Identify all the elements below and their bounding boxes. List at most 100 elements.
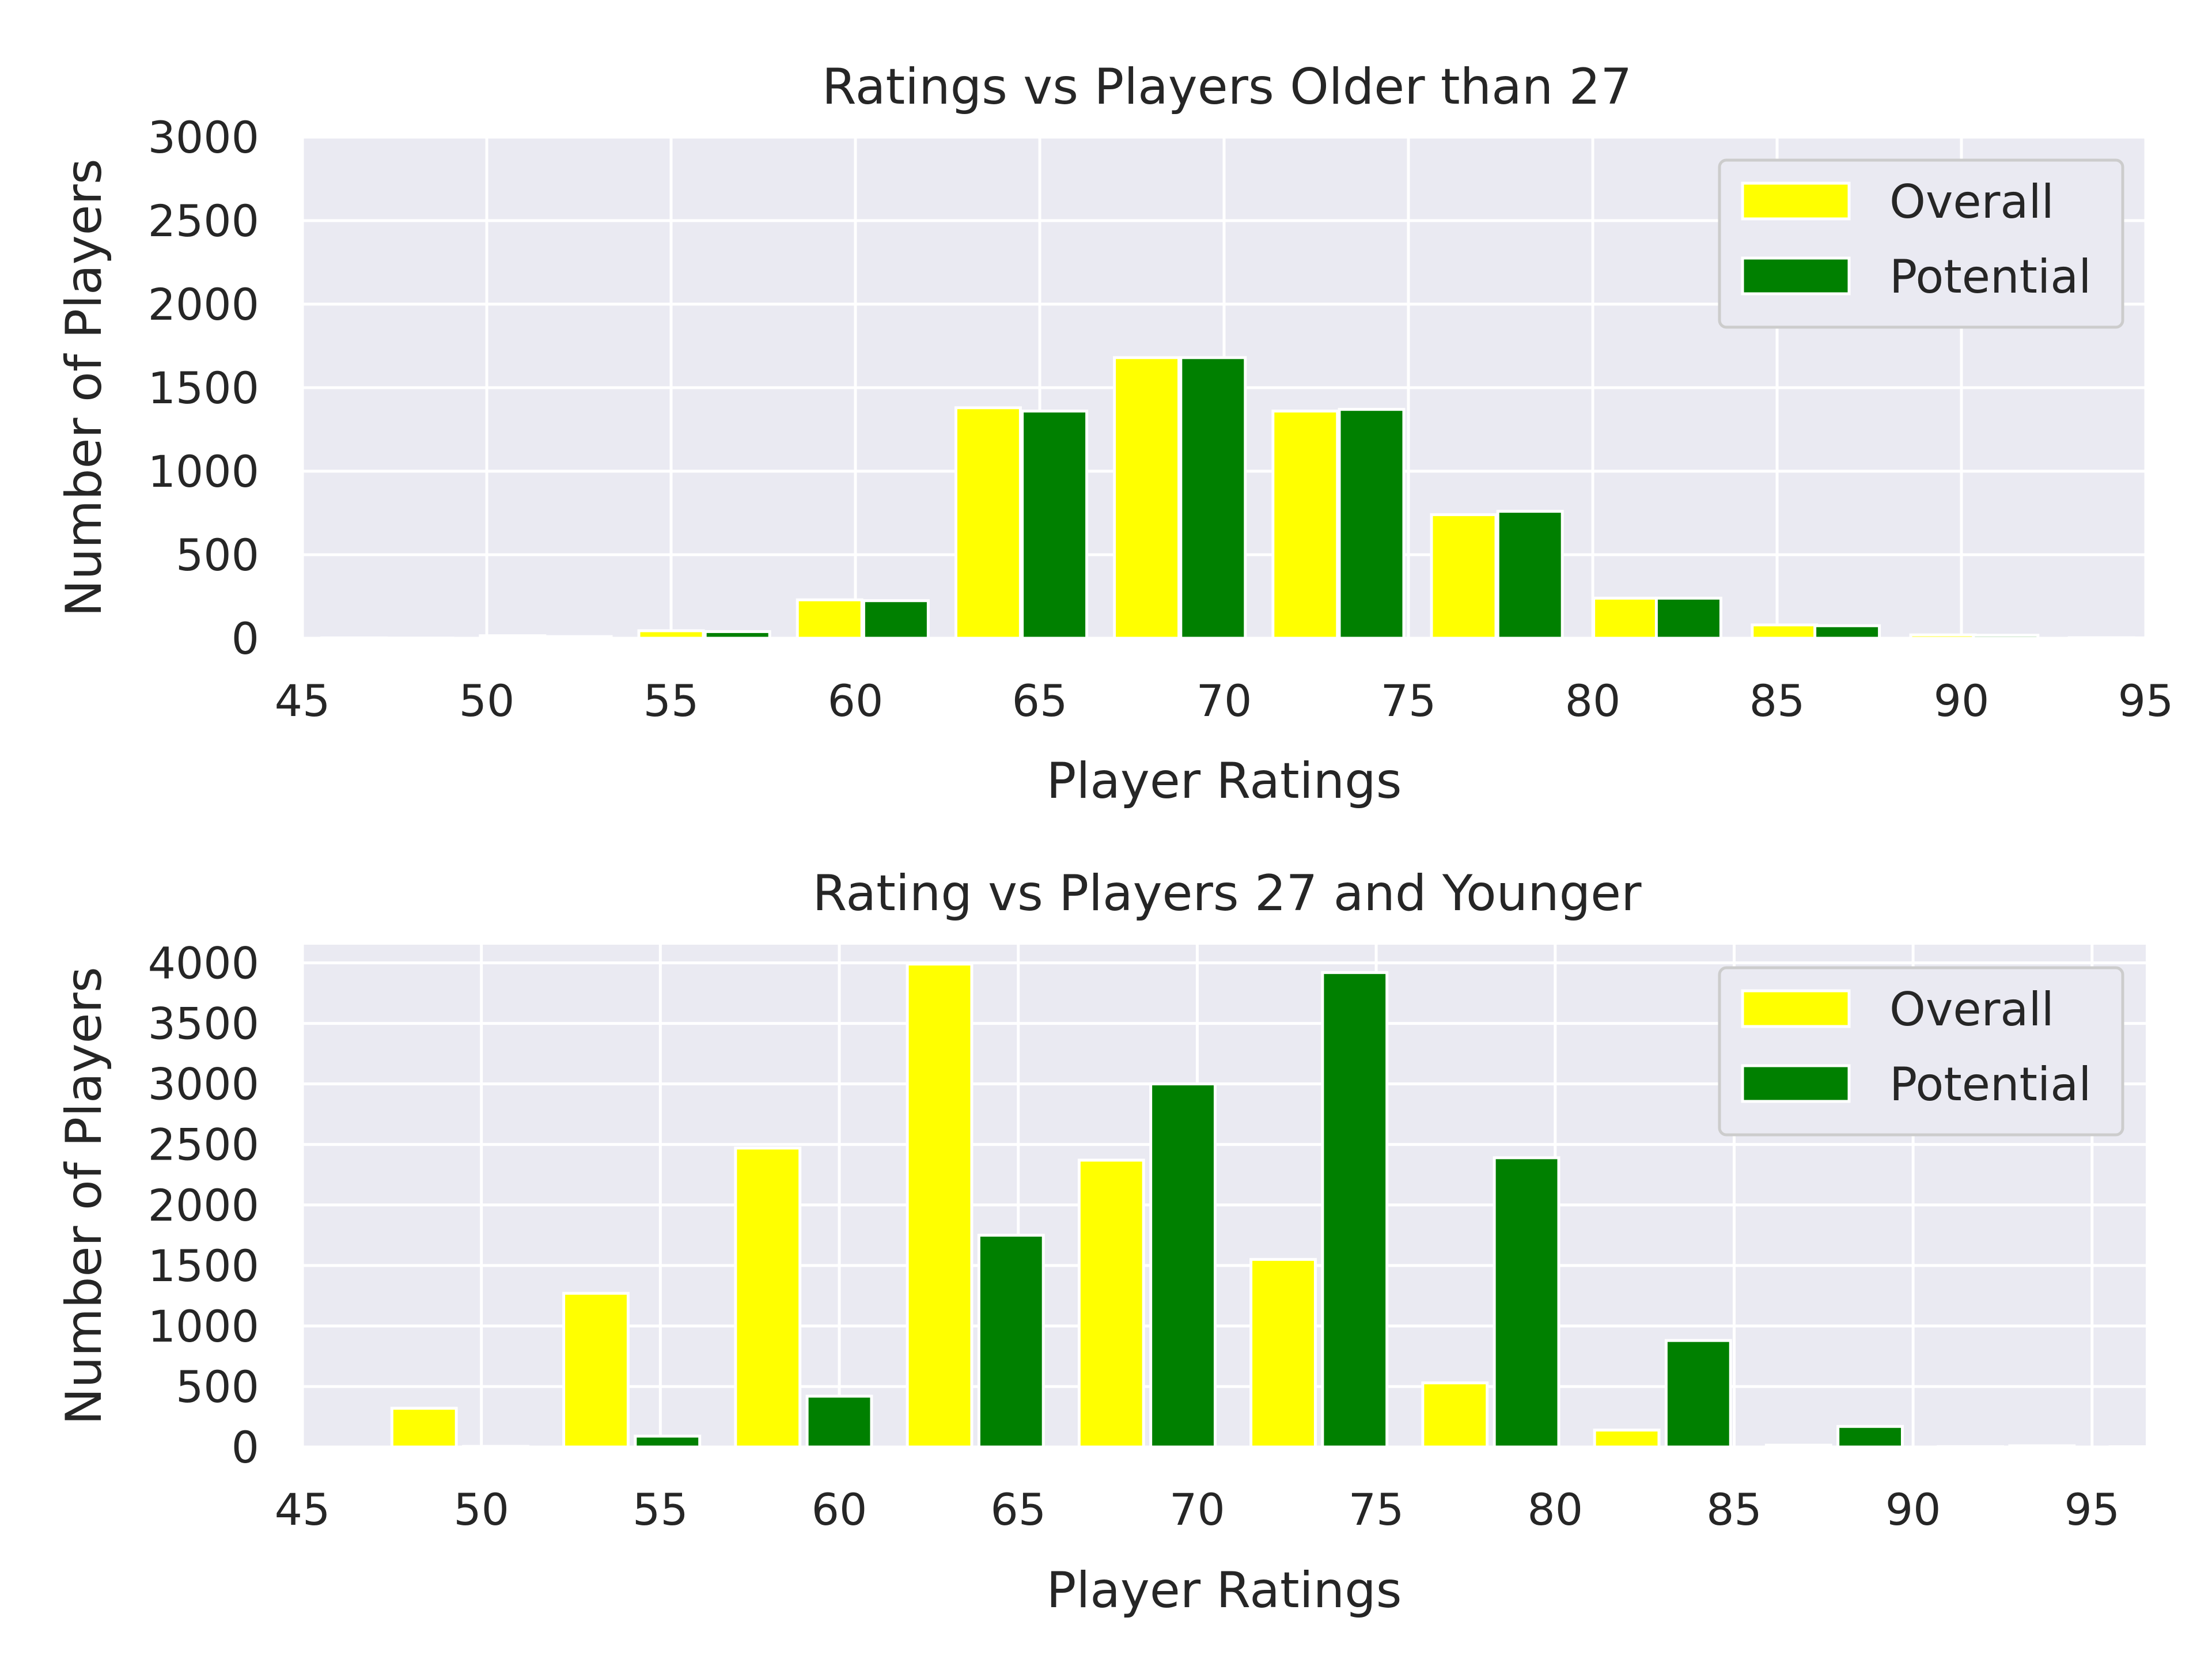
y-tick-label: 2500: [148, 1119, 259, 1171]
x-tick-label: 85: [1749, 675, 1805, 726]
bar-potential: [545, 635, 613, 640]
bar-potential: [2008, 1444, 2076, 1449]
x-tick-label: 80: [1565, 675, 1621, 726]
x-tick-label: 45: [275, 675, 331, 726]
x-tick-label: 55: [643, 675, 699, 726]
chart-older-than-27: Ratings vs Players Older than 27 45 50 55 6…: [55, 58, 2173, 810]
bar-overall: [1764, 1444, 1832, 1449]
y-tick-label: 1000: [148, 1301, 259, 1352]
legend-swatch-potential: [1741, 1064, 1851, 1103]
bar-potential: [1654, 596, 1722, 640]
x-tick-label: 95: [2064, 1484, 2120, 1535]
x-tick-label: 90: [1885, 1484, 1941, 1535]
legend-label-potential: Potential: [1889, 250, 2091, 304]
bar-overall: [796, 598, 863, 640]
bar-potential: [1664, 1339, 1732, 1449]
y-tick-label: 1500: [148, 1240, 259, 1291]
bar-potential: [1813, 624, 1881, 640]
x-tick-label: 70: [1169, 1484, 1225, 1535]
x-axis-label: Player Ratings: [1046, 1562, 1402, 1619]
legend-swatch-overall: [1741, 181, 1851, 221]
bar-overall: [954, 406, 1022, 640]
y-tick-label: 0: [232, 613, 259, 664]
y-tick-label: 2000: [148, 279, 259, 330]
x-tick-label: 50: [459, 675, 515, 726]
y-axis-label: Number of Players: [55, 967, 113, 1425]
legend-label-potential: Potential: [1889, 1058, 2091, 1111]
bar-overall: [1937, 1445, 2004, 1449]
bars: [390, 963, 2147, 1449]
bar-overall: [1077, 1158, 1145, 1449]
y-tick-label: 500: [176, 1361, 259, 1412]
y-tick-label: 0: [232, 1422, 259, 1473]
y-tick-label: 3000: [148, 112, 259, 163]
legend-label-overall: Overall: [1889, 175, 2054, 229]
bar-potential: [1179, 356, 1247, 640]
bar-potential: [462, 1445, 529, 1449]
chart-title: Ratings vs Players Older than 27: [822, 58, 1632, 116]
bar-overall: [479, 634, 547, 640]
x-tick-label: 75: [1381, 675, 1437, 726]
legend-label-overall: Overall: [1889, 983, 2054, 1036]
x-tick-label: 70: [1196, 675, 1252, 726]
x-tick-labels: 45 50 55 60 65 70 75 80 85 90 95: [275, 1484, 2120, 1535]
bar-potential: [862, 599, 930, 640]
bar-potential: [977, 1233, 1045, 1449]
x-tick-labels: 45 50 55 60 65 70 75 80 85 90 95: [275, 675, 2174, 726]
x-axis-label: Player Ratings: [1046, 752, 1402, 810]
x-tick-label: 80: [1527, 1484, 1583, 1535]
bar-overall: [734, 1146, 802, 1449]
y-tick-labels: 0 500 1000 1500 2000 2500 3000: [148, 112, 259, 664]
bar-overall: [637, 629, 705, 640]
x-tick-label: 65: [1012, 675, 1068, 726]
y-tick-label: 3000: [148, 1059, 259, 1110]
chart-title: Rating vs Players 27 and Younger: [813, 865, 1642, 922]
bar-overall: [1113, 356, 1181, 640]
y-tick-label: 2500: [148, 195, 259, 247]
x-tick-label: 45: [275, 1484, 331, 1535]
x-tick-label: 55: [632, 1484, 688, 1535]
x-tick-label: 60: [812, 1484, 868, 1535]
bar-potential: [703, 630, 771, 640]
bar-potential: [634, 1434, 702, 1449]
y-tick-labels: 0 500 1000 1500 2000 2500 3000 3500 4000: [148, 938, 259, 1473]
bar-overall: [1751, 623, 1819, 640]
legend-swatch-potential: [1741, 256, 1851, 296]
bar-overall: [1249, 1257, 1317, 1449]
bar-overall: [1271, 410, 1339, 640]
bar-overall: [1430, 513, 1498, 640]
bar-potential: [1338, 408, 1406, 640]
y-tick-label: 2000: [148, 1180, 259, 1231]
bar-potential: [1021, 410, 1089, 640]
legend: Overall Potential: [1718, 966, 2124, 1137]
bar-potential: [1149, 1082, 1217, 1449]
x-tick-label: 85: [1706, 1484, 1762, 1535]
bars: [320, 356, 2147, 640]
bar-overall: [1909, 633, 1977, 640]
bar-potential: [1321, 971, 1389, 1449]
legend: Overall Potential: [1718, 158, 2124, 329]
bar-overall: [1592, 596, 1660, 640]
bar-overall: [1421, 1381, 1489, 1449]
y-tick-label: 500: [176, 529, 259, 581]
bar-potential: [1493, 1156, 1560, 1449]
x-tick-label: 65: [990, 1484, 1046, 1535]
bar-potential: [805, 1395, 873, 1449]
bar-overall: [906, 963, 974, 1449]
x-tick-label: 75: [1349, 1484, 1404, 1535]
x-tick-label: 95: [2118, 675, 2174, 726]
legend-swatch-overall: [1741, 989, 1851, 1028]
bar-overall: [1593, 1429, 1661, 1449]
x-tick-label: 60: [828, 675, 884, 726]
y-axis-label: Number of Players: [55, 158, 113, 616]
x-tick-label: 90: [1934, 675, 1990, 726]
y-tick-label: 1000: [148, 446, 259, 497]
y-tick-label: 1500: [148, 362, 259, 414]
y-tick-label: 4000: [148, 938, 259, 989]
y-tick-label: 3500: [148, 998, 259, 1050]
bar-overall: [390, 1407, 458, 1449]
bar-overall: [562, 1291, 630, 1449]
chart-27-and-younger: Rating vs Players 27 and Younger 45 50 55 6…: [55, 865, 2147, 1619]
bar-potential: [1972, 634, 2040, 640]
x-tick-label: 50: [453, 1484, 509, 1535]
